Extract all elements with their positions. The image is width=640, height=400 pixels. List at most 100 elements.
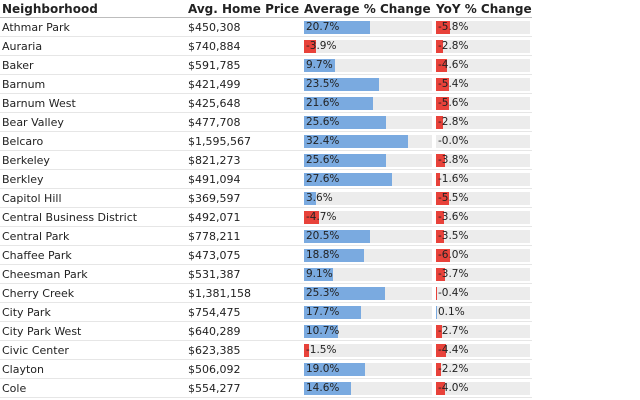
avg-change-track: 20.5% [304, 230, 432, 243]
avg-change-bar [304, 306, 361, 319]
neighborhood-cell: Barnum West [2, 97, 76, 110]
neighborhood-cell: Chaffee Park [2, 249, 72, 262]
yoy-change-label: -5.5% [438, 192, 469, 204]
yoy-change-track: -5.6% [436, 97, 530, 110]
avg-change-track: 10.7% [304, 325, 432, 338]
yoy-change-bar [436, 78, 449, 91]
price-cell: $821,273 [188, 154, 241, 167]
avg-change-label: 25.3% [306, 287, 340, 299]
yoy-change-bar [436, 268, 445, 281]
yoy-change-bar [436, 344, 447, 357]
avg-change-label: 25.6% [306, 116, 340, 128]
table-row: Clayton $506,092 19.0% -2.2% [0, 360, 532, 379]
avg-change-bar [304, 287, 385, 300]
price-cell: $491,094 [188, 173, 241, 186]
price-cell: $1,381,158 [188, 287, 251, 300]
price-cell: $473,075 [188, 249, 241, 262]
table-row: Cherry Creek $1,381,158 25.3% -0.4% [0, 284, 532, 303]
header-price[interactable]: Avg. Home Price [188, 2, 300, 16]
avg-change-label: 32.4% [306, 135, 340, 147]
yoy-change-bar [436, 21, 450, 34]
neighborhood-cell: Central Business District [2, 211, 138, 224]
price-cell: $506,092 [188, 363, 241, 376]
avg-change-bar [304, 230, 370, 243]
avg-change-bar [304, 116, 386, 129]
price-cell: $623,385 [188, 344, 241, 357]
yoy-change-label: -2.8% [438, 116, 469, 128]
avg-change-bar [304, 344, 309, 357]
table-row: Cheesman Park $531,387 9.1% -3.7% [0, 265, 532, 284]
header-avg-change[interactable]: Average % Change [304, 2, 431, 16]
neighborhood-cell: Auraria [2, 40, 43, 53]
price-cell: $778,211 [188, 230, 241, 243]
price-cell: $477,708 [188, 116, 241, 129]
yoy-change-bar [436, 382, 446, 395]
table-row: Central Park $778,211 20.5% -3.5% [0, 227, 532, 246]
yoy-change-label: -4.0% [438, 382, 469, 394]
neighborhood-cell: City Park West [2, 325, 82, 338]
price-cell: $754,475 [188, 306, 241, 319]
yoy-change-label: -2.8% [438, 40, 469, 52]
price-cell: $425,648 [188, 97, 241, 110]
yoy-change-track: -3.7% [436, 268, 530, 281]
yoy-change-track: -5.4% [436, 78, 530, 91]
neighborhood-cell: City Park [2, 306, 51, 319]
avg-change-track: 9.1% [304, 268, 432, 281]
yoy-change-bar [436, 306, 437, 319]
header-neighborhood[interactable]: Neighborhood [2, 2, 98, 16]
yoy-change-label: 0.1% [438, 306, 465, 318]
neighborhood-cell: Cheesman Park [2, 268, 88, 281]
table-row: Capitol Hill $369,597 3.6% -5.5% [0, 189, 532, 208]
yoy-change-track: -1.6% [436, 173, 530, 186]
avg-change-track: 14.6% [304, 382, 432, 395]
yoy-change-bar [436, 40, 443, 53]
table-row: Baker $591,785 9.7% -4.6% [0, 56, 532, 75]
avg-change-label: 27.6% [306, 173, 340, 185]
price-cell: $450,308 [188, 21, 241, 34]
avg-change-track: 19.0% [304, 363, 432, 376]
yoy-change-label: -2.2% [438, 363, 469, 375]
yoy-change-bar [436, 173, 440, 186]
yoy-change-bar [436, 97, 450, 110]
yoy-change-label: -5.6% [438, 97, 469, 109]
yoy-change-track: -0.4% [436, 287, 530, 300]
avg-change-label: -1.5% [306, 344, 337, 356]
avg-change-label: 10.7% [306, 325, 340, 337]
yoy-change-label: -0.0% [438, 135, 469, 147]
avg-change-track: 27.6% [304, 173, 432, 186]
avg-change-bar [304, 192, 316, 205]
avg-change-track: -3.9% [304, 40, 432, 53]
price-cell: $591,785 [188, 59, 241, 72]
yoy-change-label: -3.6% [438, 211, 469, 223]
table-row: Belcaro $1,595,567 32.4% -0.0% [0, 132, 532, 151]
avg-change-track: 25.6% [304, 116, 432, 129]
yoy-change-label: -5.8% [438, 21, 469, 33]
yoy-change-bar [436, 116, 443, 129]
avg-change-track: -4.7% [304, 211, 432, 224]
neighborhood-cell: Cole [2, 382, 27, 395]
price-cell: $531,387 [188, 268, 241, 281]
avg-change-label: 18.8% [306, 249, 340, 261]
yoy-change-track: -3.6% [436, 211, 530, 224]
table-row: Berkley $491,094 27.6% -1.6% [0, 170, 532, 189]
yoy-change-bar [436, 249, 451, 262]
avg-change-label: 20.5% [306, 230, 340, 242]
price-cell: $1,595,567 [188, 135, 251, 148]
neighborhood-cell: Clayton [2, 363, 45, 376]
avg-change-track: 9.7% [304, 59, 432, 72]
yoy-change-track: -4.0% [436, 382, 530, 395]
neighborhood-cell: Civic Center [2, 344, 69, 357]
yoy-change-track: -6.0% [436, 249, 530, 262]
yoy-change-label: -3.7% [438, 268, 469, 280]
table-row: City Park $754,475 17.7% 0.1% [0, 303, 532, 322]
price-cell: $369,597 [188, 192, 241, 205]
avg-change-label: 14.6% [306, 382, 340, 394]
yoy-change-track: -2.7% [436, 325, 530, 338]
yoy-change-label: -2.7% [438, 325, 469, 337]
header-divider [0, 17, 532, 18]
yoy-change-bar [436, 211, 445, 224]
avg-change-label: 25.6% [306, 154, 340, 166]
header-yoy-change[interactable]: YoY % Change [436, 2, 532, 16]
avg-change-track: 17.7% [304, 306, 432, 319]
avg-change-bar [304, 173, 393, 186]
